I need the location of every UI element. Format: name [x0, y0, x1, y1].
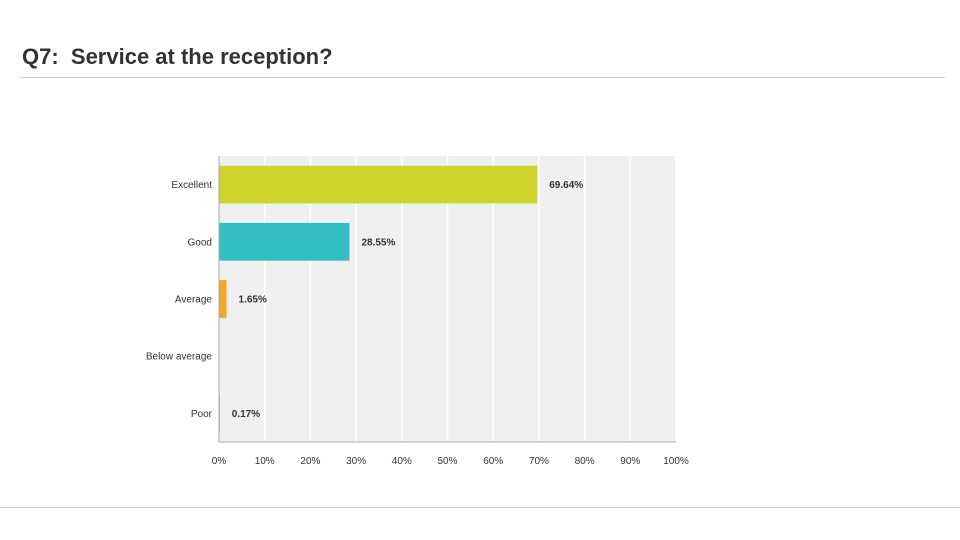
category-label: Poor	[191, 409, 213, 420]
data-label: 0.17%	[232, 409, 260, 420]
slide-title: Q7: Service at the reception?	[22, 44, 333, 69]
x-tick-label: 60%	[483, 456, 503, 467]
x-tick-label: 100%	[663, 456, 689, 467]
x-tick-label: 80%	[575, 456, 595, 467]
x-tick-label: 40%	[392, 456, 412, 467]
category-label: Excellent	[171, 180, 212, 191]
category-label: Average	[175, 295, 213, 306]
axes	[218, 156, 676, 443]
category-label: Below average	[146, 352, 213, 363]
bar-average	[219, 280, 227, 318]
gridlines	[263, 156, 677, 442]
data-label: 28.55%	[361, 237, 395, 248]
bar-good	[219, 222, 350, 261]
x-tick-label: 50%	[437, 456, 457, 467]
x-tick-label: 30%	[346, 456, 366, 467]
x-tick-label: 0%	[212, 456, 227, 467]
data-label: 1.65%	[239, 295, 267, 306]
title-divider	[20, 77, 945, 78]
bars	[219, 165, 538, 433]
labels: 0% 10% 20% 30% 40% 50% 60% 70% 80% 90% 100% Excelle…	[146, 180, 689, 467]
x-tick-label: 20%	[300, 456, 320, 467]
data-label: 69.64%	[549, 180, 583, 191]
category-label: Good	[188, 237, 212, 248]
x-tick-label: 10%	[255, 456, 275, 467]
footer-divider	[0, 507, 960, 508]
bar-excellent	[219, 165, 538, 204]
x-tick-label: 90%	[620, 456, 640, 467]
x-tick-label: 70%	[529, 456, 549, 467]
